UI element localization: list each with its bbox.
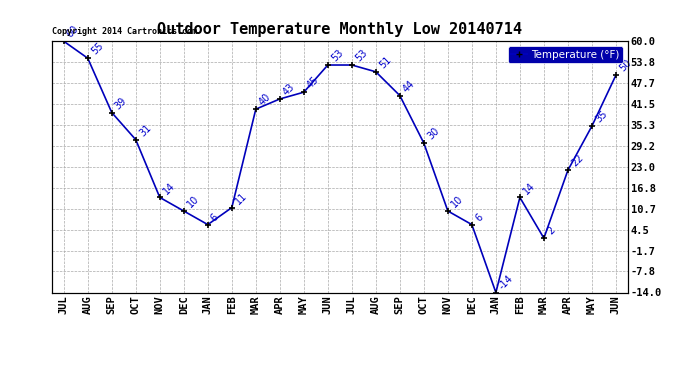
Text: 14: 14 (521, 180, 537, 196)
Text: 45: 45 (305, 75, 321, 91)
Text: Copyright 2014 Cartronics.com: Copyright 2014 Cartronics.com (52, 27, 197, 36)
Text: 53: 53 (329, 48, 345, 64)
Text: 22: 22 (569, 153, 585, 169)
Text: 14: 14 (161, 180, 177, 196)
Text: 35: 35 (593, 109, 609, 125)
Text: 31: 31 (137, 123, 153, 138)
Text: 30: 30 (425, 126, 441, 142)
Text: 51: 51 (377, 55, 393, 70)
Text: 39: 39 (113, 95, 129, 111)
Legend: Temperature (°F): Temperature (°F) (509, 46, 622, 63)
Text: 44: 44 (401, 78, 417, 94)
Text: 43: 43 (282, 82, 297, 98)
Text: 6: 6 (473, 212, 484, 223)
Text: 55: 55 (89, 41, 105, 57)
Text: 2: 2 (545, 225, 557, 237)
Text: 6: 6 (209, 212, 221, 223)
Text: 10: 10 (185, 194, 201, 210)
Title: Outdoor Temperature Monthly Low 20140714: Outdoor Temperature Monthly Low 20140714 (157, 22, 522, 37)
Text: 60: 60 (65, 24, 81, 40)
Text: 10: 10 (449, 194, 465, 210)
Text: -14: -14 (497, 273, 515, 291)
Text: 40: 40 (257, 92, 273, 108)
Text: 50: 50 (618, 58, 633, 74)
Text: 53: 53 (353, 48, 369, 64)
Text: 11: 11 (233, 190, 249, 206)
